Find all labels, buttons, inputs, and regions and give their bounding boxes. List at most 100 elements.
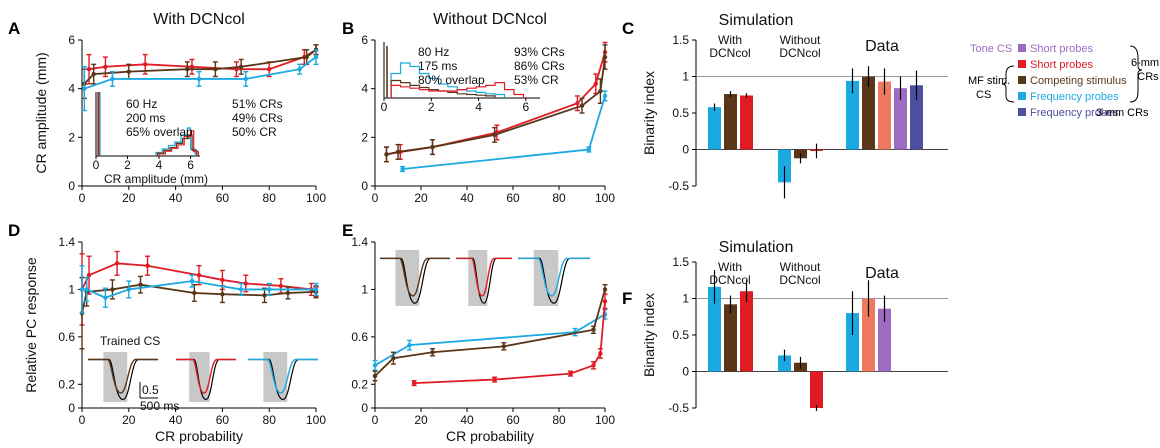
waveform-trained <box>248 358 318 401</box>
data-point <box>575 101 580 106</box>
y-tick-label: 0.5 <box>672 328 689 342</box>
legend-6mm: 6-mm <box>1131 57 1159 69</box>
panel-label-A: A <box>8 19 20 38</box>
inset-tick-label: 6 <box>522 100 529 114</box>
bar-data <box>846 80 859 150</box>
data-point <box>391 356 396 361</box>
group-with-label: With <box>718 260 742 274</box>
data-point <box>586 147 592 152</box>
data-point <box>103 64 108 69</box>
x-tick-label: 60 <box>506 413 520 427</box>
panel-label-D: D <box>8 221 20 240</box>
inset-label-right: 50% CR <box>232 125 277 139</box>
x-tick-label: 80 <box>263 413 277 427</box>
x-tick-label: 100 <box>595 191 615 205</box>
group-with-sub: DCNcol <box>709 46 750 60</box>
data-point <box>145 263 150 268</box>
data-point <box>192 290 197 296</box>
panel-label-F: F <box>622 289 632 308</box>
data-point <box>602 54 608 60</box>
x-tick-label: 20 <box>414 413 428 427</box>
legend-label: Short probes <box>1030 43 1093 55</box>
axes-E: 0 20 40 60 80 100 0 0.2 0.6 1 1.4 CR probability <box>351 235 615 444</box>
legend-label: Tone CS <box>970 43 1012 55</box>
data-point <box>372 373 378 379</box>
series-group-A <box>81 44 319 112</box>
inset-tick-label: 0 <box>93 158 100 172</box>
x-tick-label: 60 <box>506 191 520 205</box>
y-tick-label: 0 <box>68 179 75 193</box>
data-point <box>591 327 596 332</box>
x-tick-label: 80 <box>552 191 566 205</box>
y-tick-label: 4 <box>68 82 75 96</box>
legend-3mm: 3-mm CRs <box>1096 107 1149 119</box>
data-point <box>196 273 202 278</box>
data-point <box>591 363 596 368</box>
y-tick-label: 0.6 <box>58 330 75 344</box>
legend-crs: CRs <box>1137 71 1159 83</box>
inset-histogram-red <box>390 82 525 98</box>
y-tick-label: 2 <box>361 130 368 144</box>
data-point <box>86 273 92 278</box>
inset-histogram-red <box>158 130 200 156</box>
bar-with <box>740 95 753 150</box>
x-tick-label: 0 <box>372 413 379 427</box>
data-point <box>267 287 272 292</box>
data-point <box>103 295 108 300</box>
x-tick-label: 40 <box>460 191 474 205</box>
y-tick-label: 0 <box>361 401 368 415</box>
panel-label-B: B <box>342 19 354 38</box>
x-tick-label: 100 <box>306 413 326 427</box>
data-point <box>602 299 608 304</box>
group-without-label: Without <box>780 33 821 47</box>
inset-label-left: 175 ms <box>418 59 457 73</box>
inset-label-left: 80 Hz <box>418 45 449 59</box>
group-without-sub: DCNcol <box>779 46 820 60</box>
waveform-red <box>456 257 512 297</box>
inset-histogram-brown <box>156 134 198 156</box>
x-tick-label: 0 <box>372 191 379 205</box>
legend-swatch <box>1018 76 1026 84</box>
data-point <box>185 67 190 72</box>
x-tick-label: 40 <box>169 191 183 205</box>
inset-label-left: 200 ms <box>126 111 165 125</box>
series-line-brown <box>83 49 317 85</box>
series-line-brown <box>374 289 606 377</box>
data-point <box>110 287 115 292</box>
x-tick-label: 100 <box>595 413 615 427</box>
wave-E-brown <box>380 250 450 306</box>
wave-E-blue <box>518 250 590 306</box>
waveform-trained <box>176 358 236 401</box>
legend: Tone CS Short probes Short probes Competing… <box>968 43 1159 119</box>
inset-histogram-blue <box>155 127 196 156</box>
data-point <box>142 62 148 67</box>
y-tick-label: 0 <box>682 143 689 157</box>
scale-y-label: 0.5 <box>142 383 159 397</box>
data-point <box>598 88 603 94</box>
y-axis-label: CR amplitude (mm) <box>33 52 49 173</box>
group-data-label: Data <box>865 38 899 55</box>
data-point <box>501 344 506 349</box>
bar-data <box>846 313 859 372</box>
data-point <box>598 351 603 356</box>
waveform-red <box>176 358 236 394</box>
data-point <box>126 69 131 74</box>
simulation-label: Simulation <box>719 12 794 29</box>
bar-without <box>778 355 791 372</box>
waveform-blue <box>518 257 590 297</box>
bar-with <box>740 291 753 372</box>
bar-without <box>810 371 823 408</box>
inset-trained-cs-label: Trained CS <box>100 334 160 348</box>
y-tick-label: 1.4 <box>58 235 75 249</box>
bar-panel-F: -0.5 0 0.5 1 1.5 Binarity index Simulation With… <box>641 239 948 415</box>
series-line-red <box>88 48 317 71</box>
inset-label-left: 80% overlap <box>418 73 485 87</box>
chart-title: With DCNcol <box>153 11 245 28</box>
data-point <box>91 71 96 77</box>
data-point <box>492 377 497 382</box>
bar-data <box>910 85 923 150</box>
